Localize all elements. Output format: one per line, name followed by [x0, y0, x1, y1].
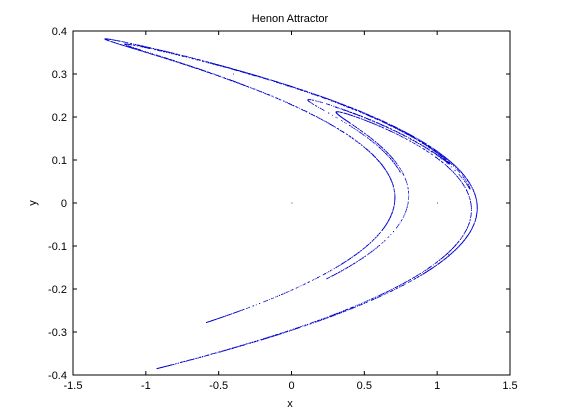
x-tick-label: -0.5: [209, 380, 228, 392]
y-axis-ticks: -0.4 -0.3 -0.2 -0.1 0 0.1 0.2 0.3 0.4: [48, 26, 510, 382]
y-tick-label: -0.3: [48, 327, 67, 339]
y-tick-label: 0.3: [52, 69, 67, 81]
attractor-points: [104, 38, 478, 370]
x-axis-label: x: [287, 398, 293, 410]
x-tick-label: 1: [434, 380, 440, 392]
y-tick-label: 0.4: [52, 26, 67, 38]
y-axis-label: y: [27, 200, 39, 206]
y-tick-label: 0: [61, 198, 67, 210]
plot-area: -1.5 -1 -0.5 0 0.5 1 1.5 -0.4 -0.3 -0.2 -0.1 0 0.1 0…: [48, 26, 518, 392]
y-tick-label: -0.4: [48, 370, 67, 382]
x-tick-label: 1.5: [502, 380, 517, 392]
x-tick-label: 0.5: [357, 380, 372, 392]
x-axis-ticks: -1.5 -1 -0.5 0 0.5 1 1.5: [64, 31, 518, 392]
y-tick-label: 0.1: [52, 155, 67, 167]
x-tick-label: 0: [288, 380, 294, 392]
x-tick-label: -1: [141, 380, 151, 392]
data-layer: [104, 38, 478, 370]
y-tick-label: -0.2: [48, 284, 67, 296]
x-tick-label: -1.5: [64, 380, 83, 392]
chart-title: Henon Attractor: [252, 13, 329, 25]
y-tick-label: 0.2: [52, 112, 67, 124]
y-tick-label: -0.1: [48, 241, 67, 253]
